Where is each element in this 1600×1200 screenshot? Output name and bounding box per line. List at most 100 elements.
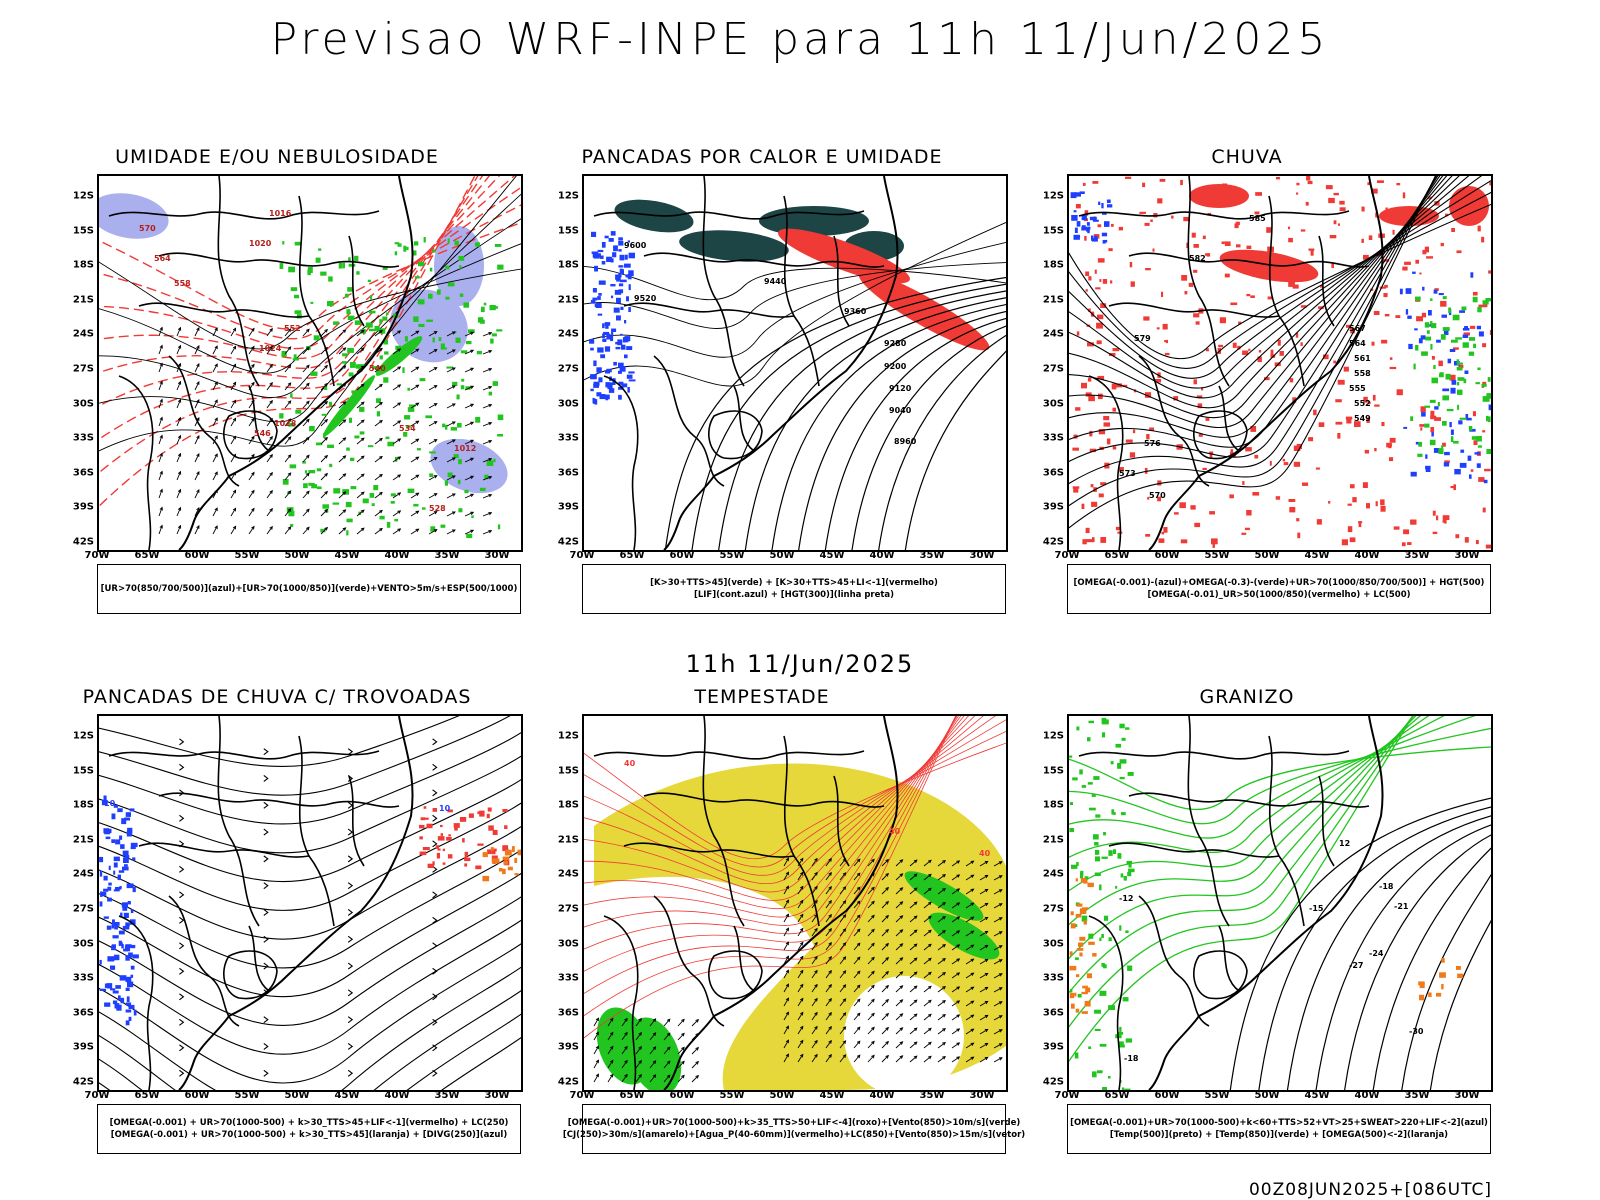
contour [1069, 176, 1437, 507]
wind-vector [811, 1026, 818, 1035]
wind-vector-head [814, 899, 818, 904]
humidity-lower-cell [464, 489, 469, 494]
latitude-tick: 30S [72, 938, 94, 950]
rain-red-cell [1296, 192, 1299, 195]
humidity-lower-cell [293, 354, 297, 360]
wind-vector-head [433, 385, 438, 389]
latitude-tick: 36S [72, 467, 94, 479]
lif-contours-cell [605, 370, 610, 374]
wind-vector-head [998, 945, 1003, 949]
rain-red-cell [1072, 486, 1080, 489]
humidity-lower-cell [402, 367, 405, 373]
wind-vector-head [666, 1018, 671, 1023]
wind-vector [320, 437, 328, 445]
humidity-lower-cell [336, 383, 342, 386]
wind-vector [867, 887, 875, 895]
omega-orange-cell [1079, 952, 1083, 957]
streamline-arrow [432, 916, 438, 924]
wind-vector [951, 930, 960, 937]
wind-vector-head [196, 344, 200, 349]
rain-blue-west-cell [1101, 203, 1104, 209]
rain-red-cell [1335, 421, 1343, 425]
wind-vector-head [159, 344, 163, 349]
rain-red-cell [1333, 360, 1337, 364]
rain-green-cell [1468, 351, 1475, 356]
wind-vector-head [927, 957, 932, 962]
border-line [603, 375, 639, 550]
wind-vector-head [913, 915, 918, 920]
wind-vector-head [196, 470, 200, 475]
contour-label: 1024 [259, 344, 282, 353]
wind-vector [867, 971, 875, 979]
humidity-lower-cell [488, 391, 493, 396]
humidity-lower-cell [384, 351, 389, 355]
wind-vector-head [159, 506, 163, 511]
wind-vector-head [913, 901, 918, 906]
wind-vector [811, 970, 818, 979]
rain-green-cell [1471, 436, 1477, 440]
contour [1401, 873, 1491, 1090]
rain-green-cell [1435, 378, 1438, 381]
rain-red-cell [1442, 515, 1450, 520]
wind-vector [979, 889, 988, 895]
rain-blue-west-cell [1073, 210, 1077, 213]
wind-vector-head [287, 436, 292, 441]
humidity-lower-cell [436, 289, 441, 295]
humidity-lower-cell [373, 485, 379, 491]
rain-red-cell [1367, 182, 1372, 186]
border-line [248, 925, 270, 992]
wind-vector-head [452, 511, 456, 515]
wind-vector [621, 1074, 628, 1083]
wind-vector-head [196, 380, 200, 385]
contour-label: 9600 [624, 241, 647, 250]
rain-red-cell [1106, 438, 1111, 445]
divergence-blue-cell [119, 835, 123, 840]
humidity-lower-cell [362, 498, 369, 504]
wind-vector [158, 525, 163, 535]
streamline [99, 919, 521, 1055]
thunder-red-cell [420, 817, 426, 821]
wind-vector-head [306, 328, 310, 333]
rain-red-cell [1174, 512, 1179, 515]
wind-vector-head [342, 473, 347, 477]
temp850-green-cell [1117, 853, 1122, 859]
wind-vector [482, 440, 492, 445]
wind-vector [811, 914, 818, 923]
temp850-green-cell [1076, 726, 1080, 731]
wind-vector-head [998, 1029, 1003, 1033]
lif-contours-cell [610, 336, 614, 342]
latitude-tick: 15S [72, 765, 94, 777]
wind-vector [783, 969, 789, 979]
streamline-arrow [179, 891, 185, 899]
wind-vector [176, 525, 181, 535]
wind-vector-head [871, 1026, 875, 1031]
rain-red-cell [1246, 510, 1252, 516]
contour-label: 9360 [844, 307, 867, 316]
wind-vector-head [913, 985, 918, 990]
wind-vector [993, 987, 1003, 993]
wind-vector [979, 931, 988, 937]
humidity-lower-cell [320, 271, 327, 276]
wind-vector-head [251, 471, 255, 476]
temp850-green-cell [1122, 997, 1129, 1002]
border-line [623, 302, 795, 318]
forecast-time-title: 11h 11/Jun/2025 [685, 650, 915, 678]
wind-vector [338, 473, 346, 481]
rain-red-cell [1333, 192, 1339, 196]
border-line [348, 775, 365, 867]
wind-vector [338, 455, 346, 463]
rain-red-cell [1096, 322, 1103, 329]
wind-vector [302, 454, 310, 463]
wind-vector [923, 929, 932, 937]
latitude-tick: 24S [557, 868, 579, 880]
divergence-blue-cell [117, 874, 121, 881]
temp850-green-cell [1092, 1071, 1097, 1078]
wind-vector-head [324, 436, 328, 441]
humidity-lower-cell [354, 435, 360, 439]
wind-vector-head [871, 984, 875, 989]
wind-vector-head [159, 398, 163, 403]
humidity-lower-cell [350, 362, 356, 368]
wind-vector [428, 367, 438, 373]
